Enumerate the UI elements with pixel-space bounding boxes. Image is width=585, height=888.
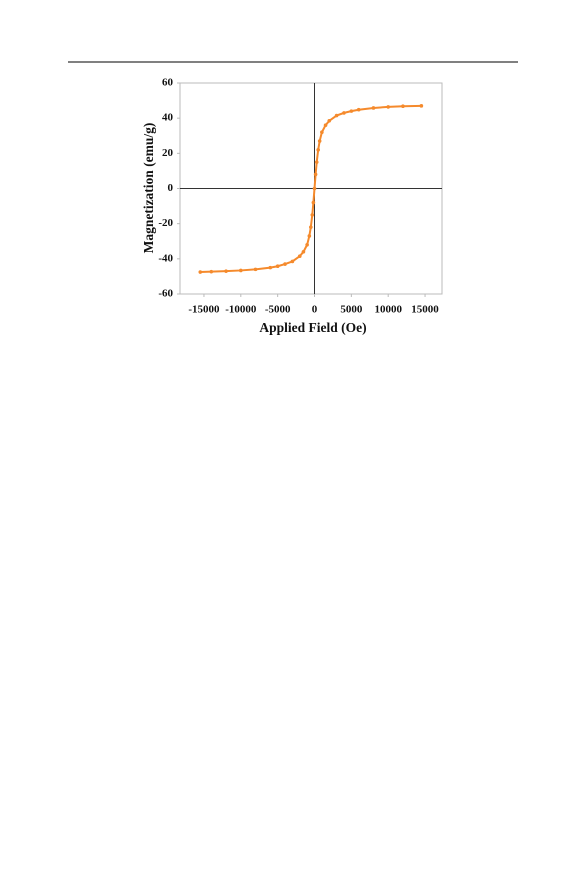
- x-axis-title: Applied Field (Oe): [259, 320, 366, 335]
- data-point: [386, 105, 390, 109]
- data-point: [314, 160, 319, 164]
- data-point: [320, 130, 324, 135]
- data-point: [349, 109, 354, 113]
- data-point: [224, 269, 228, 273]
- data-point: [305, 242, 309, 247]
- data-point: [209, 269, 214, 274]
- data-point: [283, 262, 287, 266]
- data-point: [419, 104, 424, 108]
- data-point: [327, 119, 332, 123]
- data-point: [371, 106, 376, 110]
- x-tick-label: 0: [312, 304, 318, 316]
- data-point: [313, 172, 318, 177]
- data-point: [310, 213, 315, 217]
- data-point: [253, 267, 258, 272]
- data-point: [239, 268, 243, 273]
- data-point: [334, 113, 339, 118]
- x-tick-label: 10000: [374, 304, 402, 316]
- y-tick-label: 60: [162, 77, 174, 89]
- data-point: [356, 107, 361, 112]
- data-point: [401, 104, 405, 109]
- data-point: [275, 264, 280, 269]
- y-tick-label: 40: [162, 112, 174, 124]
- y-tick-label: -60: [158, 288, 173, 300]
- y-tick-label: -40: [158, 252, 173, 264]
- x-tick-label: 5000: [340, 304, 363, 316]
- x-tick-label: -10000: [225, 304, 257, 316]
- data-point: [323, 123, 328, 127]
- y-tick-label: 20: [162, 147, 174, 159]
- data-point: [311, 200, 316, 205]
- data-point: [312, 186, 317, 191]
- data-point: [290, 259, 295, 264]
- x-tick-label: -5000: [265, 304, 291, 316]
- data-point: [198, 270, 203, 274]
- y-axis-title: Magnetization (emu/g): [141, 123, 156, 254]
- y-tick-label: 0: [168, 182, 174, 194]
- x-tick-label: 15000: [411, 304, 439, 316]
- y-tick-label: -20: [158, 217, 173, 229]
- data-point: [268, 265, 273, 270]
- data-point: [301, 250, 306, 254]
- data-point: [342, 111, 346, 115]
- data-point: [307, 234, 312, 238]
- data-point: [317, 139, 322, 143]
- x-tick-label: -15000: [188, 304, 220, 316]
- data-point: [316, 148, 320, 152]
- data-point: [297, 254, 302, 258]
- data-point: [309, 225, 313, 229]
